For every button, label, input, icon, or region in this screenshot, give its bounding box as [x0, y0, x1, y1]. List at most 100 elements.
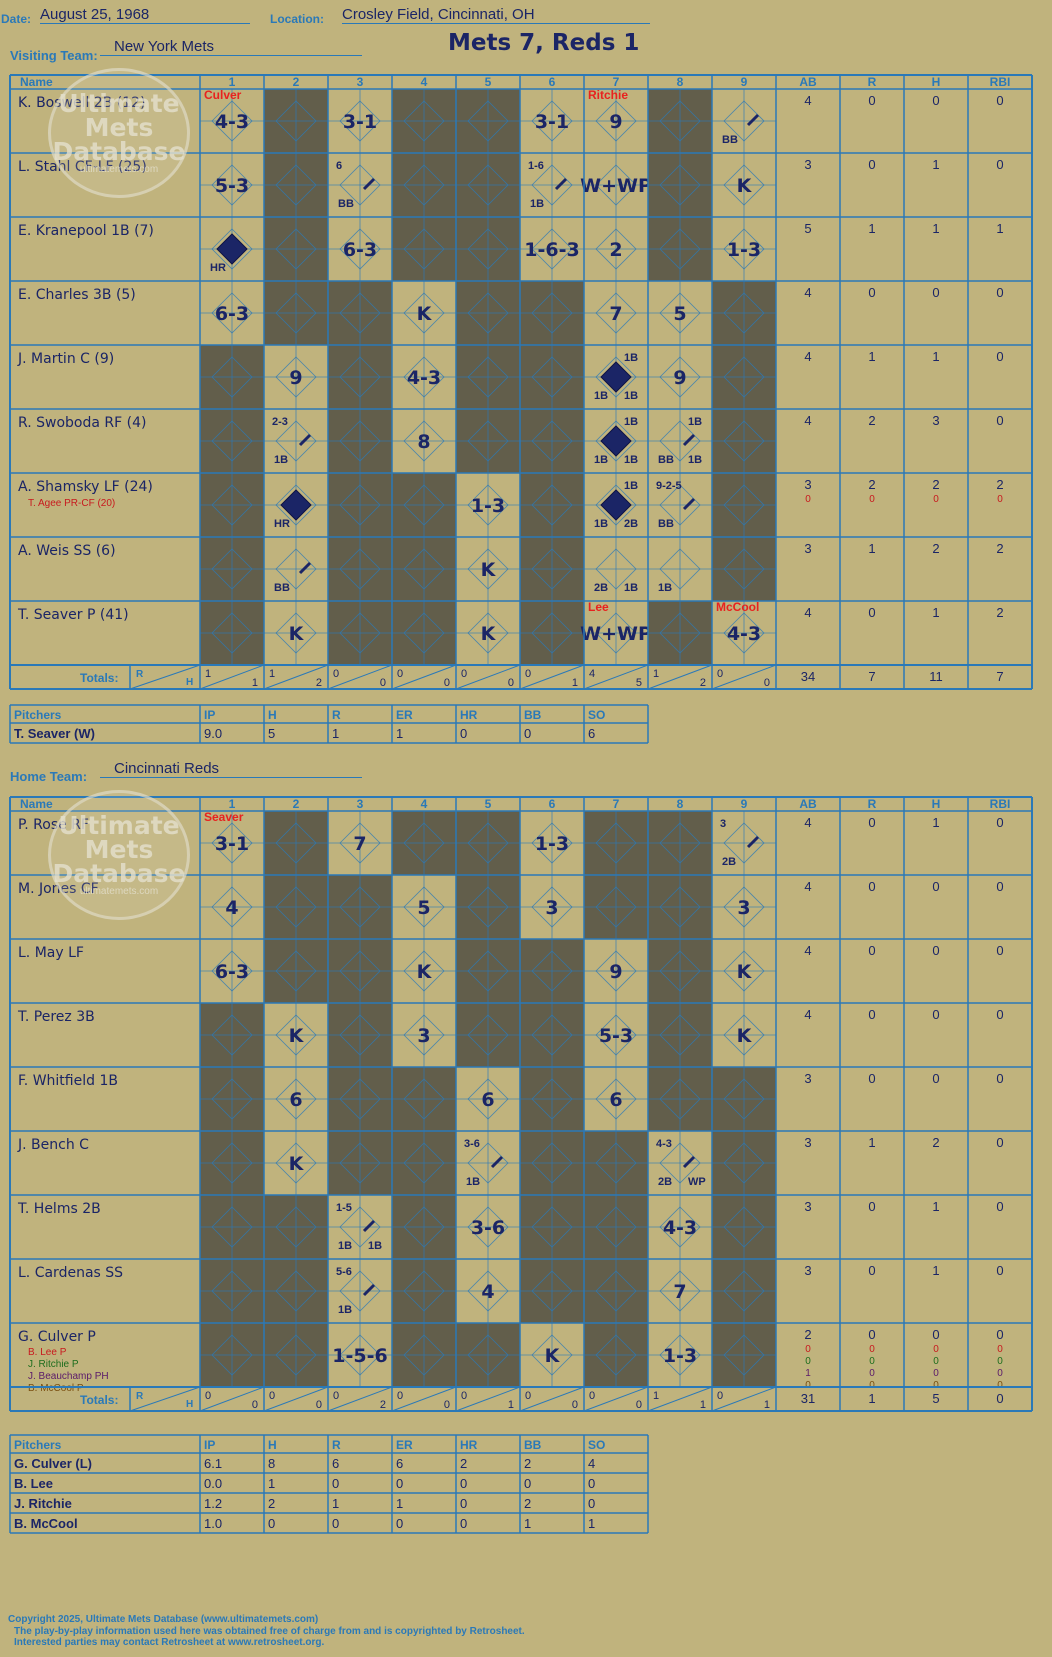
stat-rbi: 0 — [996, 1199, 1003, 1214]
run-scored-diamond — [600, 361, 632, 393]
inning-runs: 0 — [333, 1390, 339, 1402]
pitcher-stat: 0 — [460, 726, 467, 741]
play-result: 5 — [673, 303, 686, 325]
base-diamond — [595, 484, 637, 526]
footer-contact: Interested parties may contact Retroshee… — [14, 1637, 325, 1648]
stat-r: 0 — [868, 1327, 875, 1342]
play-result: K — [289, 623, 305, 645]
header-inning-9: 9 — [741, 75, 748, 89]
stat-r: 0 — [868, 879, 875, 894]
base-diamond — [531, 548, 573, 590]
play-result: 4 — [225, 897, 238, 919]
header-inning-8: 8 — [677, 75, 684, 89]
sub-stat: 0 — [869, 1344, 875, 1355]
inning-runs: 1 — [653, 668, 659, 680]
pitcher-stat: 1 — [588, 1516, 595, 1531]
pitcher-stat: 1.0 — [204, 1516, 222, 1531]
play-result: K — [289, 1025, 305, 1047]
base-path — [362, 1219, 376, 1233]
header-inning-3: 3 — [357, 75, 364, 89]
header-inning-7: 7 — [613, 797, 620, 811]
header-inning-1: 1 — [229, 797, 236, 811]
game-date: August 25, 1968 — [40, 6, 250, 24]
base-diamond — [339, 292, 381, 334]
base-diamond — [467, 612, 509, 654]
sub-stat: 0 — [805, 1344, 811, 1355]
totals-divider — [711, 664, 777, 690]
sub-stat: 0 — [805, 494, 811, 505]
base-diamond — [467, 228, 509, 270]
base-diamond — [211, 1270, 253, 1312]
play-note: 1B — [466, 1176, 480, 1188]
sub-stat: 0 — [933, 1380, 939, 1391]
sub-stat: 0 — [997, 1380, 1003, 1391]
base-diamond — [339, 548, 381, 590]
pitcher-stat: 0 — [332, 1516, 339, 1531]
base-diamond — [723, 1206, 765, 1248]
inning-runs: 0 — [205, 1390, 211, 1402]
base-diamond — [275, 950, 317, 992]
base-diamond — [659, 1078, 701, 1120]
play-note: WP — [688, 1176, 706, 1188]
header-inning-6: 6 — [549, 75, 556, 89]
stat-ab: 4 — [804, 815, 811, 830]
play-note: 1B — [624, 454, 638, 466]
base-diamond — [467, 420, 509, 462]
base-path — [298, 433, 312, 447]
inning-hits: 2 — [380, 1399, 386, 1411]
stat-rbi: 2 — [996, 477, 1003, 492]
play-result: 9 — [609, 961, 622, 983]
sub-stat: 0 — [997, 494, 1003, 505]
play-note: BB — [338, 198, 354, 210]
play-note: HR — [274, 518, 290, 530]
header-inning-2: 2 — [293, 797, 300, 811]
base-diamond — [275, 612, 317, 654]
total-rbi: 7 — [996, 669, 1003, 684]
inning-hits: 0 — [380, 677, 386, 689]
play-note: 1B — [368, 1240, 382, 1252]
base-diamond — [467, 1334, 509, 1376]
stat-r: 0 — [868, 605, 875, 620]
base-diamond — [211, 1334, 253, 1376]
inning-runs: 1 — [205, 668, 211, 680]
stat-rbi: 0 — [996, 1071, 1003, 1086]
sub-stat: 0 — [933, 1344, 939, 1355]
pitcher-name: T. Seaver (W) — [14, 726, 95, 741]
header-inning-3: 3 — [357, 797, 364, 811]
pitcher-stat: 0 — [460, 1496, 467, 1511]
pitcher-stat: 6 — [332, 1456, 339, 1471]
date-label: Date: — [1, 12, 32, 26]
inning-runs: 1 — [269, 668, 275, 680]
base-diamond — [531, 356, 573, 398]
base-diamond — [339, 612, 381, 654]
base-diamond — [531, 1142, 573, 1184]
stat-r: 2 — [868, 413, 875, 428]
base-diamond — [531, 822, 573, 864]
pitcher-change-note: McCool — [716, 600, 759, 614]
play-note: 1B — [594, 518, 608, 530]
header-name: Name — [20, 797, 53, 811]
inning-hits: 1 — [700, 1399, 706, 1411]
batter-name: E. Kranepool 1B (7) — [18, 223, 154, 239]
pitcher-header: Pitchers — [14, 1438, 62, 1452]
play-note: 2-3 — [272, 416, 288, 428]
total-r: 1 — [868, 1391, 875, 1406]
play-result: 6 — [609, 1089, 622, 1111]
inning-hits: 0 — [316, 1399, 322, 1411]
header-inning-5: 5 — [485, 75, 492, 89]
base-diamond — [211, 292, 253, 334]
play-result: K — [545, 1345, 561, 1367]
play-result: W+WP — [580, 623, 652, 645]
stat-rbi: 0 — [996, 815, 1003, 830]
base-diamond — [595, 292, 637, 334]
stat-r: 0 — [868, 1007, 875, 1022]
totals-divider — [455, 1386, 521, 1412]
totals-divider — [583, 1386, 649, 1412]
base-path — [682, 433, 696, 447]
base-diamond — [659, 292, 701, 334]
stat-r: 0 — [868, 815, 875, 830]
play-result: K — [417, 303, 433, 325]
pitcher-stat: 6 — [396, 1456, 403, 1471]
stat-h: 2 — [932, 1135, 939, 1150]
